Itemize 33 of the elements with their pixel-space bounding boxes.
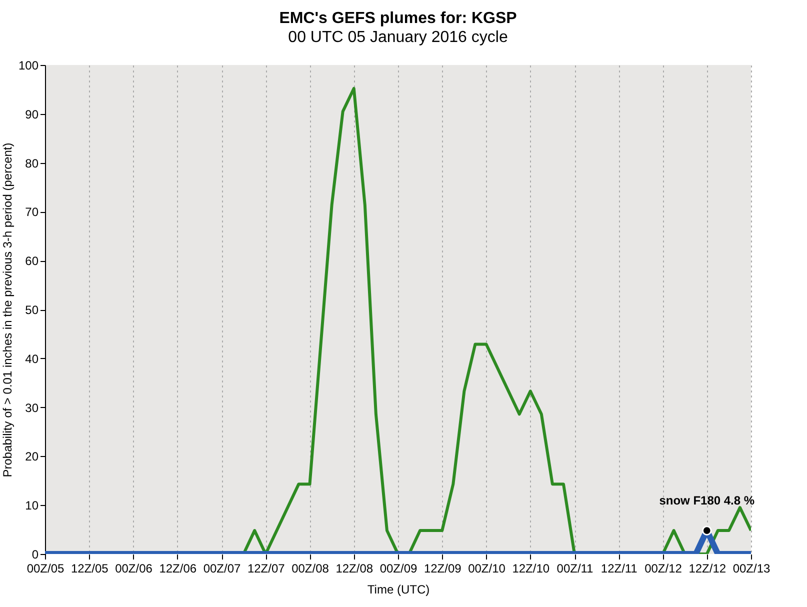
chart-subtitle: 00 UTC 05 January 2016 cycle bbox=[288, 29, 508, 46]
chart-title: EMC's GEFS plumes for: KGSP bbox=[279, 10, 518, 27]
y-tick-label: 90 bbox=[25, 107, 39, 122]
x-tick-label: 12Z/06 bbox=[159, 562, 197, 576]
x-tick-label: 00Z/05 bbox=[26, 562, 65, 576]
y-tick-label: 10 bbox=[25, 498, 39, 513]
x-tick-label: 12Z/08 bbox=[336, 562, 374, 576]
x-tick-label: 00Z/10 bbox=[468, 562, 506, 576]
x-tick-label: 00Z/13 bbox=[732, 562, 771, 576]
x-tick-label: 12Z/10 bbox=[512, 562, 550, 576]
y-tick-label: 70 bbox=[25, 205, 39, 220]
x-tick-label: 00Z/09 bbox=[380, 562, 418, 576]
y-tick-label: 30 bbox=[25, 400, 39, 415]
x-tick-label: 00Z/08 bbox=[292, 562, 330, 576]
x-tick-label: 00Z/07 bbox=[203, 562, 242, 576]
y-tick-label: 20 bbox=[25, 450, 39, 464]
annotation: snow F180 4.8 % bbox=[659, 494, 755, 508]
y-tick-label: 60 bbox=[25, 254, 39, 268]
x-tick-label: 12Z/11 bbox=[600, 562, 638, 576]
x-tick-label: 12Z/12 bbox=[688, 562, 726, 576]
x-tick-label: 00Z/11 bbox=[556, 562, 594, 576]
x-tick-label: 12Z/09 bbox=[424, 562, 462, 576]
y-tick-label: 50 bbox=[25, 303, 39, 317]
x-axis-title: Time (UTC) bbox=[367, 582, 430, 596]
x-tick-label: 12Z/05 bbox=[70, 562, 109, 576]
x-tick-label: 12Z/07 bbox=[247, 562, 286, 576]
x-tick-label: 00Z/06 bbox=[115, 562, 153, 576]
x-tick-label: 00Z/12 bbox=[644, 562, 682, 576]
y-tick-label: 0 bbox=[32, 548, 39, 562]
y-tick-label: 100 bbox=[18, 58, 39, 72]
y-axis-title: Probability of > 0.01 inches in the previous 3-h period (percent) bbox=[0, 142, 14, 478]
y-tick-label: 40 bbox=[25, 352, 39, 366]
y-tick-label: 80 bbox=[25, 156, 39, 170]
